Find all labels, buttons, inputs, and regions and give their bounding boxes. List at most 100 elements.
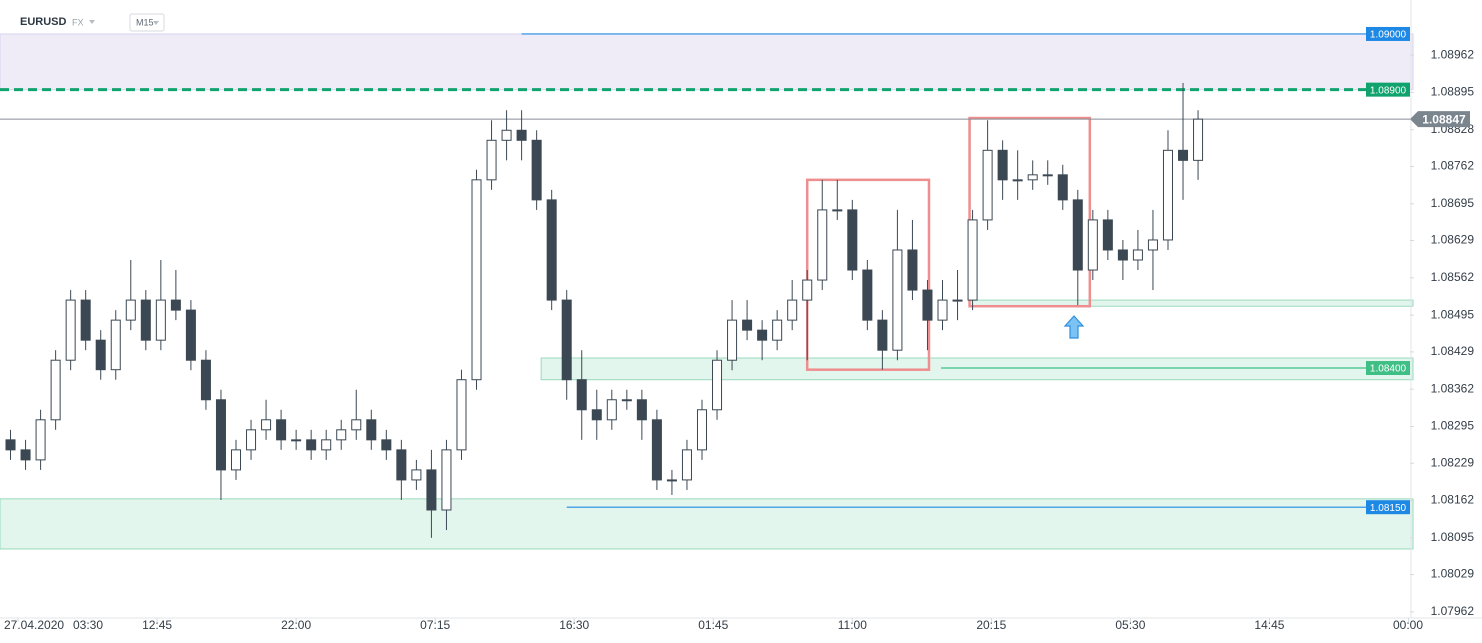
candle-body [997,149,1008,181]
candle-body [516,129,527,141]
candle-body [696,409,708,451]
zone [0,33,1414,91]
candle-body [907,249,918,291]
candle-body [306,439,317,451]
level-label: 1.09000 [1370,30,1407,41]
y-tick-label: 1.08295 [1431,419,1475,433]
candle-body [276,419,287,441]
zone [0,498,1414,550]
symbol: EURUSD [20,16,67,28]
candle-body [1132,249,1143,261]
candle-body [621,399,632,402]
candle-body [125,299,136,321]
candle-body [261,419,272,431]
candle-body [5,439,16,451]
candle-body [606,399,617,421]
candle-body [802,279,813,301]
candle-body [847,209,858,271]
timeframe-box[interactable] [129,13,165,32]
timeframe: M15 [136,17,154,27]
candle-body [50,359,61,421]
y-tick-label: 1.08429 [1431,344,1475,358]
arrow-up [1063,315,1085,339]
candle-body [757,329,768,341]
level-label-box [1366,26,1410,41]
plot: 1.09000 1.08900 1.08400 1.08150 [0,26,1410,538]
y-tick-label: 1.08762 [1431,159,1475,173]
candle-body [65,299,76,361]
candle-body [561,299,572,381]
date-label: 27.04.2020 [4,618,64,632]
candle-body [1193,118,1204,161]
y-tick-label: 1.07962 [1431,604,1475,618]
candle-body [832,209,843,212]
y-tick-label: 1.08029 [1431,567,1475,581]
candle-body [817,209,828,281]
candle-body [1042,174,1053,177]
dropdown-icon[interactable] [89,20,95,24]
y-tick-label: 1.08095 [1431,530,1475,544]
candle-body [35,419,46,461]
y-tick-label: 1.08695 [1431,196,1475,210]
x-tick-label: 01:45 [698,618,728,632]
candle-body [396,449,407,481]
candle-body [351,419,362,431]
candle-body [1102,219,1113,251]
candle-body [787,299,798,321]
candle-body [681,449,692,481]
candle-body [666,479,677,482]
level-label-box [1366,82,1410,97]
market: FX [72,17,84,27]
dropdown-icon [153,21,159,25]
candle-body [291,439,302,442]
candle-body [501,129,512,141]
level-label-box [1366,361,1410,376]
level-label: 1.08900 [1370,85,1407,96]
y-tick-label: 1.08562 [1431,270,1475,284]
candle-body [967,219,978,301]
candle-body [1057,174,1068,201]
candle-body [651,419,662,481]
candle-body [952,299,963,302]
y-tick-label: 1.08895 [1431,85,1475,99]
candle-body [531,139,542,201]
y-tick-label: 1.08495 [1431,307,1475,321]
candle-body [155,299,166,341]
x-tick-label: 22:00 [281,618,311,632]
candle-body [772,319,783,341]
candle-body [636,399,647,421]
candle-body [742,319,753,331]
candle-body [922,289,933,321]
zones [0,33,1414,550]
candle-body [140,299,151,341]
candle-body [366,419,377,441]
candle-body [1162,149,1173,241]
highlight-box [968,116,1092,308]
candle-body [471,179,482,381]
y-tick-label: 1.08962 [1431,47,1475,61]
candle-body [1117,249,1128,261]
y-tick-label: 1.08629 [1431,233,1475,247]
level-label: 1.08400 [1370,364,1407,375]
candle-body [381,439,392,451]
candle-body [456,379,467,451]
candle-body [20,449,31,461]
candle-body [95,339,106,371]
candle-body [1147,239,1158,251]
candle-body [486,139,497,181]
x-tick-label: 07:15 [420,618,450,632]
candle-body [576,379,587,411]
x-tick-label: 03:30 [73,618,103,632]
price-label: 1.08847 [1422,112,1466,126]
candle-body [441,449,452,511]
candle-body [426,469,437,511]
x-tick-label: 00:00 [1393,618,1423,632]
candle-body [877,319,888,351]
candle-body [712,359,723,411]
candle-body [892,249,903,351]
candle-body [200,359,211,401]
zone [540,357,1414,381]
candle-body [1087,219,1098,271]
x-tick-label: 14:45 [1254,618,1284,632]
